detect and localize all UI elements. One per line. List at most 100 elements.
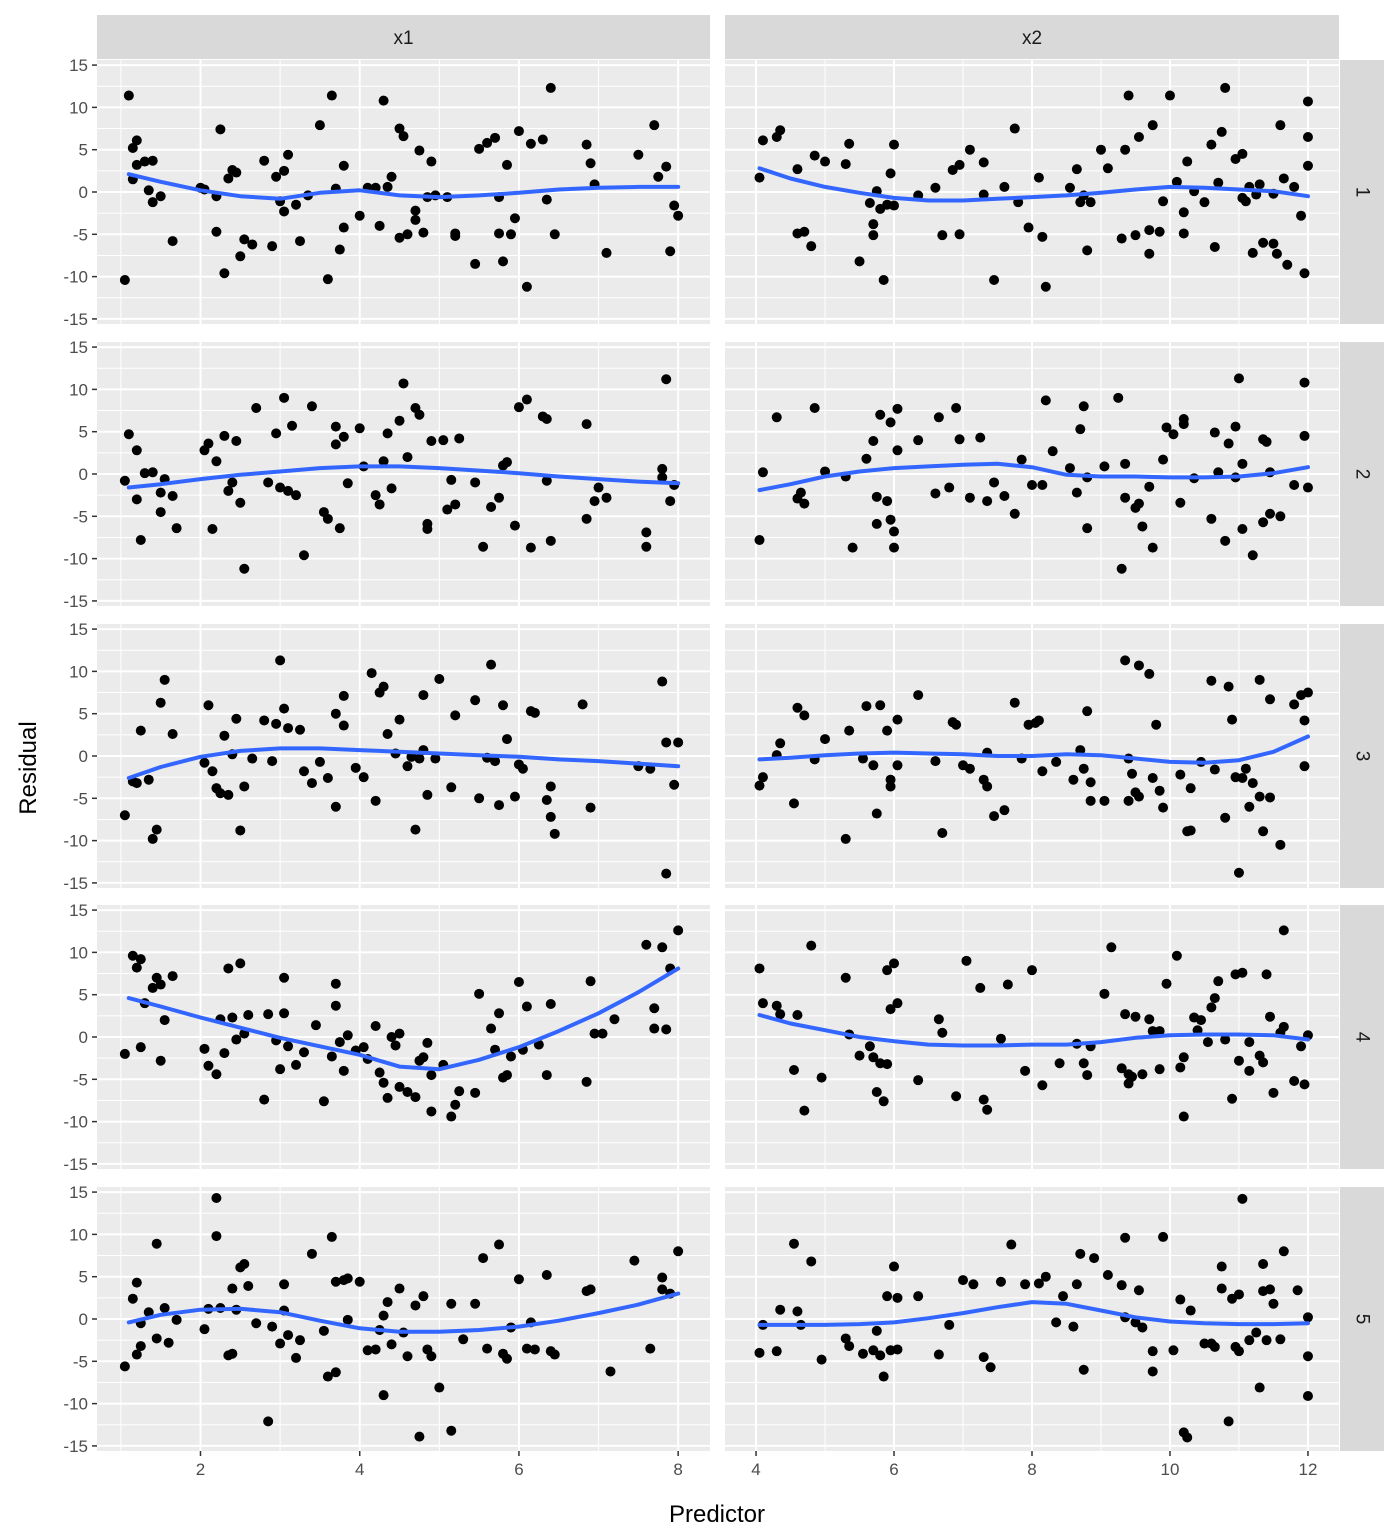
data-point — [1006, 1239, 1017, 1250]
data-point — [1254, 179, 1265, 190]
data-point — [1144, 1014, 1155, 1025]
data-point — [310, 1020, 321, 1031]
data-point — [494, 492, 505, 503]
data-point — [330, 978, 341, 989]
data-point — [545, 999, 556, 1009]
data-point — [1185, 783, 1196, 794]
data-point — [410, 824, 421, 835]
data-point — [446, 474, 457, 485]
data-point — [889, 200, 900, 211]
data-point — [1240, 196, 1251, 207]
data-point — [338, 1065, 349, 1076]
data-point — [525, 542, 536, 553]
data-point — [937, 828, 948, 838]
data-point — [231, 713, 242, 724]
data-point — [378, 1310, 389, 1321]
data-point — [259, 155, 270, 166]
data-point — [593, 482, 604, 493]
x-tick-label: 8 — [673, 1460, 682, 1479]
data-point — [930, 756, 941, 767]
data-point — [159, 674, 170, 685]
data-point — [398, 131, 409, 142]
data-point — [1020, 1279, 1031, 1290]
data-point — [978, 1094, 989, 1105]
data-point — [235, 497, 246, 508]
data-point — [840, 159, 851, 170]
data-point — [933, 1014, 944, 1025]
data-point — [1075, 424, 1086, 435]
data-point — [1102, 1270, 1113, 1280]
data-point — [513, 126, 524, 137]
data-point — [1099, 988, 1110, 999]
data-point — [1265, 792, 1276, 803]
data-point — [882, 725, 893, 736]
data-point — [1040, 1271, 1051, 1282]
data-point — [1102, 163, 1113, 174]
data-point — [792, 164, 803, 175]
data-point — [434, 674, 445, 684]
data-point — [1071, 1279, 1082, 1290]
panel-x2-row-3 — [725, 624, 1339, 888]
data-point — [318, 1096, 329, 1107]
facet-strip-label-x1: x1 — [393, 28, 413, 49]
data-point — [1002, 979, 1013, 990]
data-point — [486, 659, 497, 670]
data-point — [219, 268, 230, 279]
data-point — [171, 1314, 182, 1325]
data-point — [889, 542, 900, 553]
data-point — [223, 789, 234, 800]
data-point — [892, 445, 903, 456]
facet-strip-label-row-5: 5 — [1352, 1314, 1373, 1325]
data-point — [501, 734, 512, 745]
data-point — [885, 781, 896, 792]
data-point — [378, 1077, 389, 1088]
data-point — [844, 138, 855, 149]
data-point — [1158, 802, 1169, 813]
data-point — [521, 394, 532, 405]
data-point — [585, 158, 596, 169]
data-point — [306, 778, 317, 789]
data-point — [641, 527, 652, 538]
data-point — [155, 507, 166, 518]
data-point — [795, 487, 806, 498]
data-point — [1289, 181, 1300, 192]
data-point — [247, 753, 258, 764]
data-point — [1244, 1037, 1255, 1048]
data-point — [868, 760, 879, 771]
data-point — [1147, 120, 1158, 131]
data-point — [394, 232, 405, 243]
data-point — [1040, 395, 1051, 406]
data-point — [1302, 482, 1313, 493]
data-point — [1120, 655, 1131, 666]
data-point — [1127, 1071, 1138, 1082]
data-point — [661, 868, 672, 879]
panel-x1-row-2: -15 -10 -5 0 5 10 15 — [63, 338, 710, 611]
data-point — [239, 563, 250, 574]
data-point — [1299, 715, 1310, 726]
data-point — [1237, 967, 1248, 978]
data-point — [207, 524, 218, 534]
data-point — [1133, 660, 1144, 671]
data-point — [159, 1303, 170, 1313]
smooth-line — [126, 464, 681, 490]
data-point — [589, 496, 600, 507]
smooth-line — [126, 966, 681, 1072]
data-point — [806, 940, 817, 951]
data-point — [1199, 1338, 1210, 1349]
data-point — [298, 766, 309, 777]
data-point — [1220, 812, 1231, 823]
data-point — [541, 795, 552, 805]
data-point — [330, 1367, 341, 1378]
data-point — [1206, 1002, 1217, 1013]
data-point — [661, 374, 672, 385]
data-point — [1175, 769, 1186, 780]
data-point — [537, 134, 548, 145]
data-point — [585, 976, 596, 987]
data-point — [263, 477, 274, 488]
data-point — [645, 1343, 656, 1354]
data-point — [1299, 268, 1310, 279]
facet-strip-row-1 — [1340, 60, 1384, 324]
data-point — [263, 1416, 274, 1427]
data-point — [1064, 182, 1075, 193]
